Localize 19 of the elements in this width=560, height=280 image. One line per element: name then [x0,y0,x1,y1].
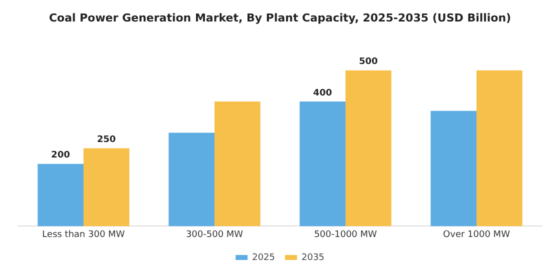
data-label: 200 [51,150,70,161]
bar [38,164,84,226]
x-tick-label: Less than 300 MW [42,230,125,240]
data-label: 400 [313,88,332,98]
bar [84,148,130,226]
bar [214,102,260,226]
bar [168,132,214,226]
bar [476,70,522,226]
data-label: 250 [97,135,116,146]
bar [300,102,346,226]
x-tick-label: 300-500 MW [186,230,244,240]
bar [430,110,476,226]
x-tick-label: 500-1000 MW [314,230,378,240]
x-tick-label: Over 1000 MW [443,230,510,240]
legend-label: 2035 [302,252,324,263]
data-label: 500 [359,57,378,68]
legend-label: 2025 [252,252,275,263]
bar [346,70,392,226]
chart-title: Coal Power Generation Market, By Plant Capacity, 2025-2035 (USD Billion) [48,11,512,24]
